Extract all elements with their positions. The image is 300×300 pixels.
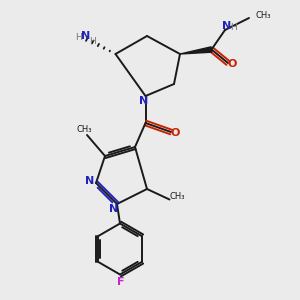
Text: F: F: [117, 277, 124, 287]
Text: H: H: [230, 23, 237, 32]
Text: CH₃: CH₃: [255, 11, 271, 20]
Text: CH₃: CH₃: [76, 125, 92, 134]
Text: N: N: [109, 204, 118, 214]
Text: N: N: [222, 21, 231, 32]
Text: N: N: [140, 96, 148, 106]
Text: CH₃: CH₃: [169, 192, 185, 201]
Text: H: H: [75, 33, 81, 42]
Text: O: O: [228, 59, 237, 70]
Text: H: H: [90, 38, 96, 46]
Text: O: O: [171, 128, 180, 138]
Text: N: N: [81, 31, 90, 41]
Text: N: N: [85, 176, 94, 187]
Polygon shape: [180, 47, 212, 54]
